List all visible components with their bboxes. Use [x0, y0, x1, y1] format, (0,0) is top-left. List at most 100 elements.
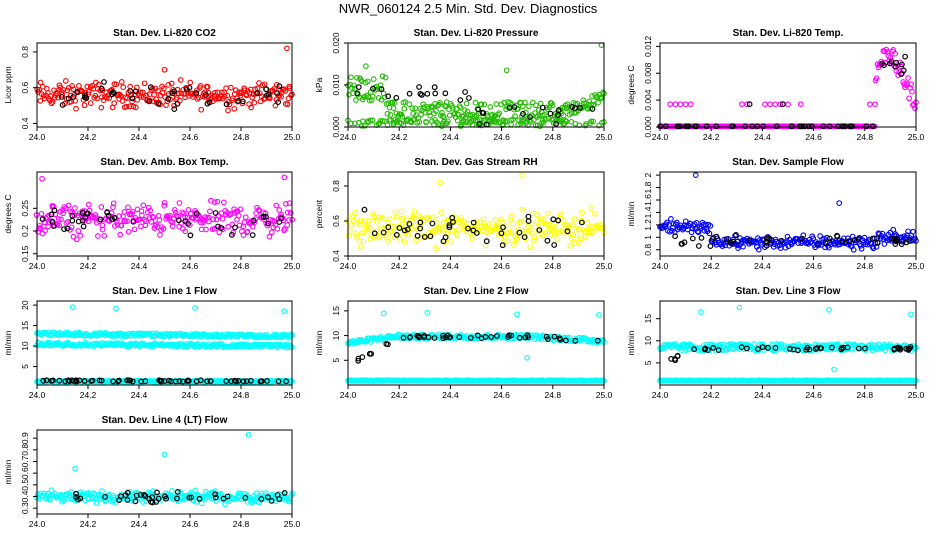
data-point — [193, 499, 200, 505]
data-point — [580, 97, 587, 103]
data-point — [857, 243, 864, 249]
data-point — [772, 101, 779, 108]
x-tick-label: 24.8 — [545, 390, 562, 400]
data-point-black — [808, 123, 815, 130]
data-point — [169, 219, 176, 226]
data-point — [129, 98, 135, 105]
data-point — [872, 101, 878, 108]
data-point-black — [171, 106, 178, 112]
data-point — [128, 211, 135, 218]
data-point-black — [851, 236, 858, 243]
data-point — [545, 210, 551, 217]
data-point-black — [275, 378, 282, 385]
x-tick-label: 24.8 — [233, 132, 250, 142]
data-point — [527, 244, 534, 251]
data-point — [218, 210, 225, 217]
data-point-black — [425, 334, 432, 341]
y-tick-label: 5 — [331, 358, 341, 363]
data-point — [581, 100, 588, 107]
y-tick-label: 0.6 — [20, 467, 30, 479]
data-point — [532, 224, 539, 231]
data-point-black — [743, 345, 750, 352]
data-point — [525, 223, 532, 230]
y-tick-label: 1 — [643, 235, 653, 240]
data-point — [800, 232, 807, 239]
data-point — [234, 98, 241, 105]
data-point — [380, 310, 387, 317]
data-point-black — [525, 334, 531, 341]
chart-title: Stan. Dev. Line 2 Flow — [424, 286, 529, 297]
data-point — [376, 233, 383, 240]
y-tick-label: 20 — [20, 300, 30, 310]
data-point-black — [879, 61, 885, 67]
y-tick-label: 0.3 — [20, 502, 30, 514]
y-axis-label: ml/min — [314, 330, 324, 355]
x-tick-label: 24.4 — [754, 132, 771, 142]
data-point — [552, 224, 559, 230]
data-point-black — [446, 222, 453, 229]
data-point — [58, 216, 64, 223]
data-point-black — [734, 238, 741, 245]
data-point-black — [186, 84, 193, 91]
data-point — [39, 230, 46, 237]
data-point — [387, 216, 393, 222]
data-point — [124, 218, 130, 225]
data-point — [554, 229, 561, 236]
data-point — [532, 102, 539, 109]
data-point — [401, 239, 408, 245]
data-point — [682, 101, 689, 108]
x-tick-label: 25.0 — [908, 390, 925, 400]
data-point-black — [835, 123, 842, 130]
x-tick-label: 24.0 — [29, 132, 46, 142]
data-point-black — [132, 498, 139, 505]
data-point — [600, 89, 606, 96]
data-point — [76, 83, 82, 89]
data-point — [371, 213, 377, 220]
data-point — [399, 220, 406, 227]
data-point — [140, 202, 147, 209]
data-point — [369, 93, 376, 100]
x-tick-label: 24.2 — [703, 132, 720, 142]
data-point — [272, 102, 279, 109]
data-point — [515, 226, 522, 233]
data-point — [873, 75, 880, 82]
chart-7: Stan. Dev. Line 1 Flow ml/min 24.0 24.2 24.4… — [3, 286, 301, 400]
data-point-black — [126, 377, 133, 384]
data-point-black — [416, 334, 423, 341]
x-tick-label: 24.6 — [182, 390, 199, 400]
data-point-black — [738, 344, 745, 351]
data-point — [377, 117, 384, 124]
x-tick-label: 24.2 — [391, 261, 408, 271]
y-tick-label: 0.25 — [20, 200, 30, 217]
x-tick-label: 24.8 — [545, 132, 562, 142]
data-point — [411, 208, 418, 215]
plot-frame — [347, 171, 605, 257]
data-point — [579, 209, 585, 216]
data-point — [908, 81, 914, 88]
data-point — [391, 100, 398, 106]
data-point-black — [104, 209, 110, 216]
y-tick-label: 0.8 — [643, 244, 653, 256]
y-tick-label: 0.5 — [20, 479, 30, 491]
data-point — [540, 216, 547, 222]
data-point — [410, 110, 417, 117]
data-point — [409, 105, 416, 112]
data-point-black — [385, 224, 392, 231]
data-point — [836, 200, 843, 206]
x-tick-label: 24.0 — [340, 261, 357, 271]
data-point — [887, 341, 894, 348]
data-point — [554, 236, 560, 243]
data-point-black — [685, 123, 692, 130]
data-point — [429, 214, 436, 221]
data-point — [520, 118, 526, 125]
data-point-black — [109, 216, 115, 223]
data-point-black — [856, 234, 863, 241]
x-tick-label: 24.2 — [703, 390, 720, 400]
plot-frame — [659, 300, 917, 386]
y-axis-label: kPa — [314, 77, 324, 92]
x-tick-label: 24.8 — [857, 132, 874, 142]
data-point-black — [572, 337, 579, 344]
y-tick-label: 15 — [331, 306, 341, 316]
data-point-black — [579, 219, 585, 226]
data-point — [590, 118, 596, 125]
